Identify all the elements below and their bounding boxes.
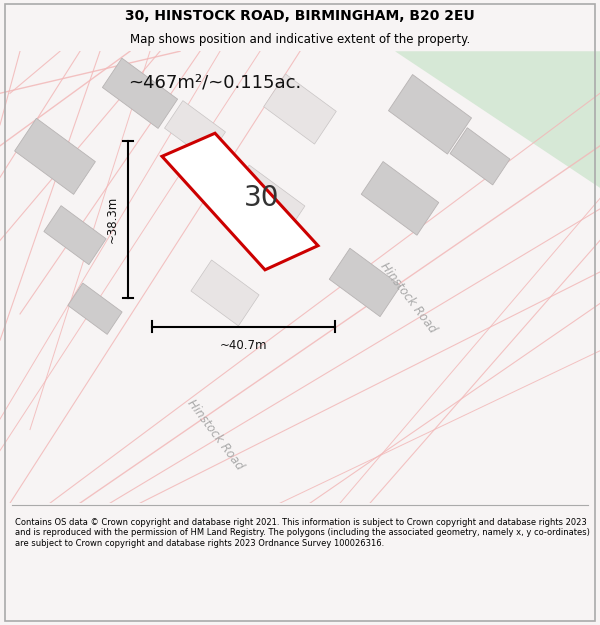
- Polygon shape: [191, 260, 259, 326]
- Polygon shape: [68, 283, 122, 334]
- Polygon shape: [225, 165, 305, 242]
- Polygon shape: [264, 74, 336, 144]
- Polygon shape: [44, 206, 106, 264]
- Text: 30, HINSTOCK ROAD, BIRMINGHAM, B20 2EU: 30, HINSTOCK ROAD, BIRMINGHAM, B20 2EU: [125, 9, 475, 23]
- Text: Hinstock Road: Hinstock Road: [377, 261, 439, 336]
- Text: Contains OS data © Crown copyright and database right 2021. This information is : Contains OS data © Crown copyright and d…: [15, 518, 590, 548]
- Text: 30: 30: [244, 184, 280, 213]
- Text: ~40.7m: ~40.7m: [220, 339, 267, 352]
- Text: Map shows position and indicative extent of the property.: Map shows position and indicative extent…: [130, 34, 470, 46]
- Polygon shape: [162, 133, 318, 270]
- Polygon shape: [361, 161, 439, 235]
- Polygon shape: [450, 127, 510, 185]
- Text: ~467m²/~0.115ac.: ~467m²/~0.115ac.: [128, 74, 302, 92]
- Polygon shape: [395, 51, 600, 188]
- Text: ~38.3m: ~38.3m: [106, 196, 119, 243]
- Polygon shape: [14, 118, 95, 194]
- Polygon shape: [103, 58, 178, 128]
- Text: Hinstock Road: Hinstock Road: [184, 397, 245, 472]
- Polygon shape: [329, 248, 401, 317]
- Polygon shape: [388, 74, 472, 154]
- Polygon shape: [164, 101, 226, 159]
